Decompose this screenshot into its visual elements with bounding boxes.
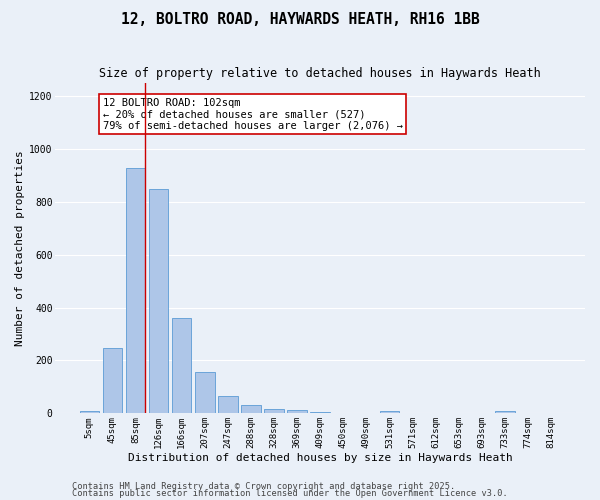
Bar — [218, 396, 238, 413]
X-axis label: Distribution of detached houses by size in Haywards Heath: Distribution of detached houses by size … — [128, 452, 512, 462]
Bar — [380, 411, 400, 414]
Text: 12 BOLTRO ROAD: 102sqm
← 20% of detached houses are smaller (527)
79% of semi-de: 12 BOLTRO ROAD: 102sqm ← 20% of detached… — [103, 98, 403, 131]
Bar — [310, 412, 330, 414]
Text: 12, BOLTRO ROAD, HAYWARDS HEATH, RH16 1BB: 12, BOLTRO ROAD, HAYWARDS HEATH, RH16 1B… — [121, 12, 479, 28]
Bar — [495, 411, 515, 414]
Bar — [103, 348, 122, 414]
Bar — [195, 372, 215, 414]
Bar — [287, 410, 307, 414]
Bar — [264, 410, 284, 414]
Bar — [241, 406, 261, 413]
Bar — [125, 168, 145, 414]
Bar — [172, 318, 191, 414]
Bar — [149, 190, 169, 414]
Text: Contains public sector information licensed under the Open Government Licence v3: Contains public sector information licen… — [72, 490, 508, 498]
Y-axis label: Number of detached properties: Number of detached properties — [15, 150, 25, 346]
Text: Contains HM Land Registry data © Crown copyright and database right 2025.: Contains HM Land Registry data © Crown c… — [72, 482, 455, 491]
Title: Size of property relative to detached houses in Haywards Heath: Size of property relative to detached ho… — [100, 68, 541, 80]
Bar — [80, 411, 99, 414]
